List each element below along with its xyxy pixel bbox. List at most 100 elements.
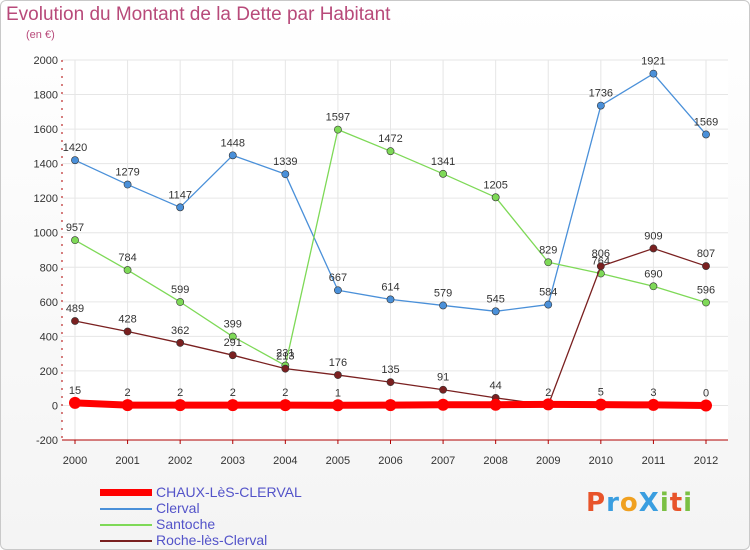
data-label: 1341 xyxy=(431,156,455,168)
data-point xyxy=(71,317,79,325)
data-point xyxy=(123,266,132,274)
x-tick-label: 2008 xyxy=(483,455,507,467)
data-point xyxy=(334,286,342,295)
chart-subtitle: (en €) xyxy=(26,29,55,41)
legend-label: Santoche xyxy=(156,516,216,532)
data-label: 1420 xyxy=(63,142,87,154)
y-tick-label: 1600 xyxy=(34,124,58,136)
data-point xyxy=(596,101,605,110)
data-label: 399 xyxy=(224,319,242,331)
data-label: 0 xyxy=(703,387,709,399)
x-tick-label: 2012 xyxy=(694,455,718,467)
data-point xyxy=(702,262,710,270)
legend-swatch xyxy=(100,508,152,510)
legend-item: Clerval xyxy=(100,500,400,516)
data-label: 1339 xyxy=(273,156,297,168)
data-label: 667 xyxy=(329,272,347,284)
data-label: 5 xyxy=(598,387,604,399)
y-tick-label: 800 xyxy=(40,262,58,274)
data-label: 784 xyxy=(118,252,136,264)
data-point xyxy=(439,301,447,310)
data-label: 1736 xyxy=(589,88,613,100)
legend-swatch xyxy=(100,524,152,526)
x-tick-label: 2001 xyxy=(115,455,139,467)
data-point xyxy=(439,169,447,178)
legend-item: Roche-lès-Clerval xyxy=(100,532,400,548)
legend-label: Clerval xyxy=(156,500,200,516)
legend: CHAUX-LèS-CLERVAL Clerval Santoche Roche-lè… xyxy=(100,484,400,548)
data-point xyxy=(386,378,395,387)
data-label: 690 xyxy=(644,268,662,280)
data-point xyxy=(69,396,81,409)
x-tick-label: 2011 xyxy=(642,455,666,467)
logo-letter: r xyxy=(606,488,620,518)
data-label: 579 xyxy=(434,287,452,299)
legend-item: Santoche xyxy=(100,516,400,532)
data-label: 614 xyxy=(381,281,399,293)
y-tick-label: 200 xyxy=(40,366,58,378)
x-tick-label: 2004 xyxy=(273,455,297,467)
proxiti-logo: ProXiti xyxy=(586,488,693,518)
data-label: 1597 xyxy=(326,112,350,124)
y-tick-label: 600 xyxy=(40,297,58,309)
data-label: 1472 xyxy=(378,133,402,145)
data-point xyxy=(228,151,237,160)
data-point xyxy=(121,399,134,412)
data-label: 957 xyxy=(66,222,84,234)
data-point xyxy=(437,398,450,411)
x-tick-label: 2005 xyxy=(326,455,350,467)
data-label: 2 xyxy=(545,387,551,399)
data-point xyxy=(281,364,290,373)
data-point xyxy=(174,399,187,412)
data-point xyxy=(226,399,239,412)
x-tick-label: 2000 xyxy=(63,455,87,467)
data-label: 1569 xyxy=(694,116,718,128)
data-point xyxy=(71,236,79,245)
y-tick-label: 400 xyxy=(40,331,58,343)
data-label: 1205 xyxy=(483,179,507,191)
y-tick-label: 1000 xyxy=(34,228,58,240)
y-tick-label: 1200 xyxy=(34,193,58,205)
plot-area xyxy=(62,60,728,440)
data-label: 829 xyxy=(539,244,557,256)
data-label: 44 xyxy=(490,380,502,392)
data-label: 2 xyxy=(177,387,183,399)
data-point xyxy=(647,398,660,411)
data-label: 1147 xyxy=(168,189,192,201)
logo-letter: t xyxy=(669,488,684,518)
y-tick-label: 0 xyxy=(52,400,58,412)
x-tick-label: 2007 xyxy=(431,455,455,467)
x-tick-label: 2009 xyxy=(536,455,560,467)
y-tick-label: -200 xyxy=(36,435,58,447)
data-point xyxy=(123,180,132,189)
data-point xyxy=(228,351,237,360)
data-point xyxy=(123,327,132,336)
y-tick-label: 2000 xyxy=(34,55,58,67)
data-label: 2 xyxy=(282,387,288,399)
data-point xyxy=(281,170,290,179)
data-point xyxy=(491,193,500,202)
data-point xyxy=(542,398,555,411)
data-label: 599 xyxy=(171,284,189,296)
data-point xyxy=(334,125,342,134)
legend-label: CHAUX-LèS-CLERVAL xyxy=(156,484,302,500)
data-point xyxy=(176,203,185,212)
data-point xyxy=(71,156,79,165)
data-point xyxy=(596,262,605,271)
data-label: 1448 xyxy=(221,137,245,149)
data-label: 362 xyxy=(171,325,189,337)
data-label: 1279 xyxy=(115,167,139,179)
data-point xyxy=(700,399,712,412)
data-point xyxy=(544,258,553,267)
x-tick-label: 2010 xyxy=(589,455,613,467)
y-tick-label: 1400 xyxy=(34,159,58,171)
data-point xyxy=(649,282,658,291)
y-tick-label: 1800 xyxy=(34,90,58,102)
data-label: 213 xyxy=(276,351,294,363)
legend-item: CHAUX-LèS-CLERVAL xyxy=(100,484,400,500)
x-tick-label: 2006 xyxy=(378,455,402,467)
legend-label: Roche-lès-Clerval xyxy=(156,532,268,548)
data-point xyxy=(279,399,292,412)
data-point xyxy=(176,339,185,347)
